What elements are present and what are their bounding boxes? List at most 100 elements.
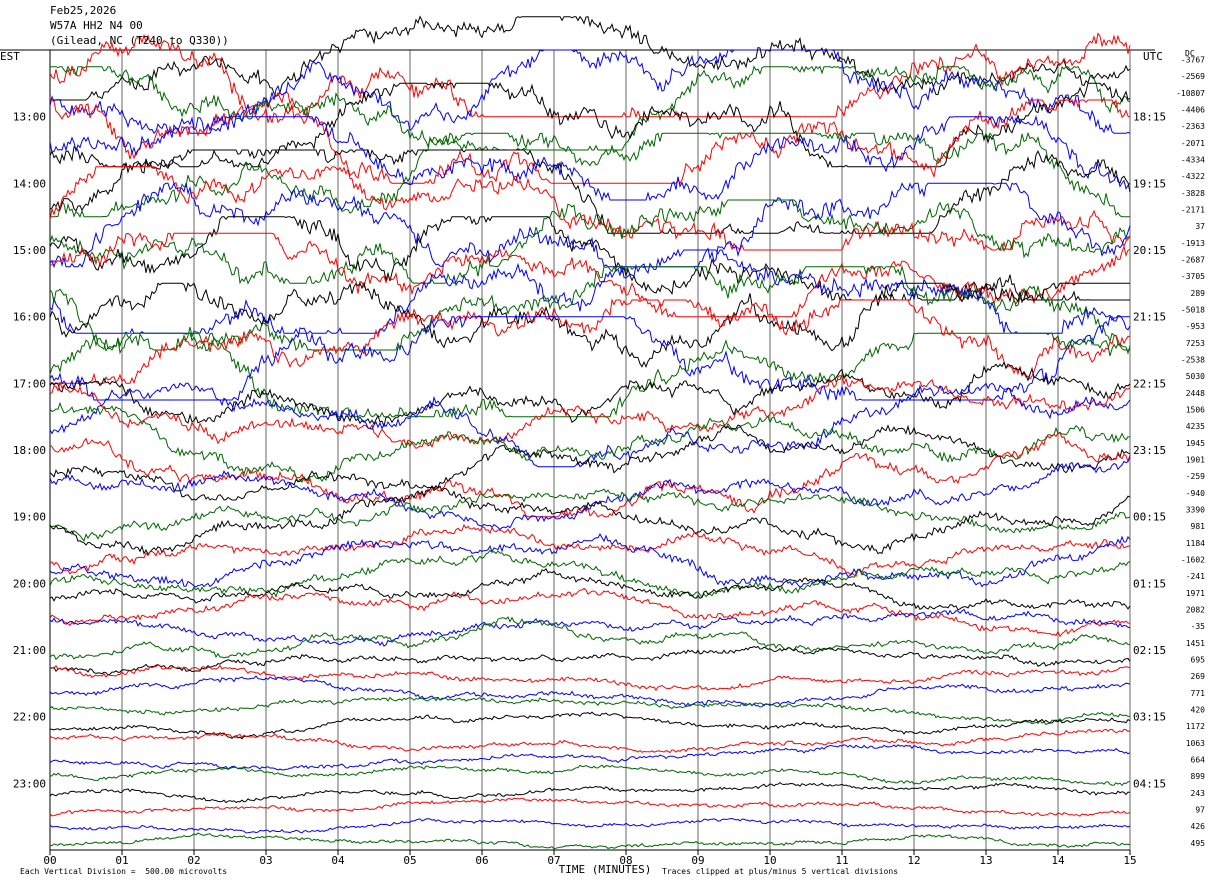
seismic-trace — [49, 523, 1131, 577]
seismic-trace — [49, 616, 1131, 661]
est-hour-label: 18:00 — [13, 444, 46, 457]
dc-offset-label: 771 — [1191, 689, 1206, 698]
dc-offset-header: DC — [1185, 49, 1195, 58]
seismic-trace — [49, 608, 1131, 647]
x-axis-title: TIME (MINUTES) — [559, 863, 652, 876]
seismic-trace — [49, 361, 1131, 428]
x-tick-label: 02 — [187, 854, 200, 867]
seismic-trace — [49, 181, 1131, 269]
dc-offset-label: 1901 — [1186, 456, 1205, 465]
seismic-trace — [49, 832, 1131, 850]
seismic-trace — [49, 567, 1131, 611]
left-timezone-label: EST — [0, 50, 20, 63]
dc-offset-label: -4322 — [1181, 172, 1205, 181]
x-tick-label: 03 — [259, 854, 272, 867]
dc-offset-label: -2171 — [1181, 206, 1205, 215]
seismic-trace — [49, 332, 1131, 419]
seismic-trace — [49, 281, 1130, 369]
seismic-trace — [49, 797, 1131, 817]
dc-offset-label: -4406 — [1181, 106, 1205, 115]
seismic-trace — [49, 711, 1131, 740]
seismic-trace — [49, 424, 1131, 501]
dc-offset-label: -953 — [1186, 322, 1205, 331]
dc-offset-label: 269 — [1191, 672, 1206, 681]
x-tick-label: 07 — [547, 854, 560, 867]
dc-offset-label: 426 — [1191, 822, 1206, 831]
dc-offset-label: 664 — [1191, 756, 1206, 765]
seismic-trace — [49, 728, 1131, 754]
dc-offset-label: 2448 — [1186, 389, 1205, 398]
x-tick-label: 11 — [835, 854, 848, 867]
utc-hour-label: 22:15 — [1133, 377, 1166, 390]
seismic-trace — [49, 248, 1131, 335]
x-tick-label: 01 — [115, 854, 128, 867]
seismic-trace — [49, 82, 1131, 169]
vertical-division-note: Each Vertical Division = 500.00 microvol… — [20, 867, 228, 876]
est-hour-label: 17:00 — [13, 377, 46, 390]
seismic-trace — [49, 744, 1131, 771]
seismic-trace — [50, 15, 1131, 101]
seismic-trace — [49, 264, 1130, 352]
dc-offset-label: -4334 — [1181, 156, 1205, 165]
x-tick-label: 09 — [691, 854, 704, 867]
seismic-trace — [49, 98, 1131, 185]
dc-offset-label: 3390 — [1186, 506, 1205, 515]
dc-offset-label: 289 — [1191, 289, 1206, 298]
utc-hour-label: 00:15 — [1133, 511, 1166, 524]
est-hour-label: 15:00 — [13, 244, 46, 257]
x-tick-label: 08 — [619, 854, 632, 867]
dc-offset-label: 4235 — [1186, 422, 1205, 431]
seismic-trace — [49, 32, 1131, 119]
x-tick-label: 06 — [475, 854, 488, 867]
utc-hour-label: 23:15 — [1133, 444, 1166, 457]
seismic-trace — [50, 65, 1131, 152]
seismic-trace — [49, 781, 1131, 804]
seismic-trace — [49, 401, 1131, 484]
seismic-trace — [49, 664, 1131, 692]
dc-offset-label: -3705 — [1181, 272, 1205, 281]
utc-hour-label: 18:15 — [1133, 111, 1166, 124]
seismic-trace — [49, 484, 1131, 556]
dc-offset-label: 1945 — [1186, 439, 1205, 448]
dc-offset-label: 7253 — [1186, 339, 1205, 348]
station-code: W57A HH2 N4 00 — [50, 19, 143, 32]
dc-offset-label: 495 — [1191, 839, 1206, 848]
seismic-trace — [49, 696, 1131, 726]
utc-hour-label: 01:15 — [1133, 577, 1166, 590]
seismic-trace — [49, 199, 1131, 285]
dc-offset-label: -241 — [1186, 572, 1205, 581]
dc-offset-label: 2082 — [1186, 606, 1205, 615]
dc-offset-label: -2071 — [1181, 139, 1205, 148]
dc-offset-label: 1506 — [1186, 406, 1205, 415]
right-timezone-label: UTC — [1143, 50, 1163, 63]
dc-offset-label: -2538 — [1181, 356, 1205, 365]
clipping-note: Traces clipped at plus/minus 5 vertical … — [662, 867, 899, 876]
dc-offset-label: 420 — [1191, 706, 1206, 715]
dc-offset-label: 1172 — [1186, 722, 1205, 731]
utc-hour-label: 20:15 — [1133, 244, 1166, 257]
x-tick-label: 05 — [403, 854, 416, 867]
dc-offset-label: -3828 — [1181, 189, 1205, 198]
dc-offset-label: 981 — [1191, 522, 1206, 531]
dc-offset-label: -35 — [1191, 622, 1206, 631]
est-hour-label: 20:00 — [13, 577, 46, 590]
seismic-trace — [49, 817, 1131, 834]
est-hour-label: 23:00 — [13, 777, 46, 790]
seismic-trace — [49, 533, 1131, 588]
dc-offset-label: -1913 — [1181, 239, 1205, 248]
seismic-trace — [50, 764, 1131, 787]
dc-offset-label: -2687 — [1181, 256, 1205, 265]
dc-offset-label: -3767 — [1181, 56, 1205, 65]
dc-offset-label: -259 — [1186, 472, 1205, 481]
dc-offset-label: 97 — [1195, 806, 1205, 815]
dc-offset-label: 1184 — [1186, 539, 1205, 548]
dc-offset-label: 5030 — [1186, 372, 1205, 381]
dc-offset-label: 1971 — [1186, 589, 1205, 598]
seismic-trace — [49, 382, 1131, 468]
plot-date: Feb25,2026 — [50, 4, 117, 17]
dc-offset-label: 695 — [1191, 656, 1206, 665]
x-tick-label: 14 — [1051, 854, 1065, 867]
seismic-trace — [49, 375, 1131, 450]
seismic-trace — [49, 549, 1131, 598]
utc-hour-label: 02:15 — [1133, 644, 1166, 657]
